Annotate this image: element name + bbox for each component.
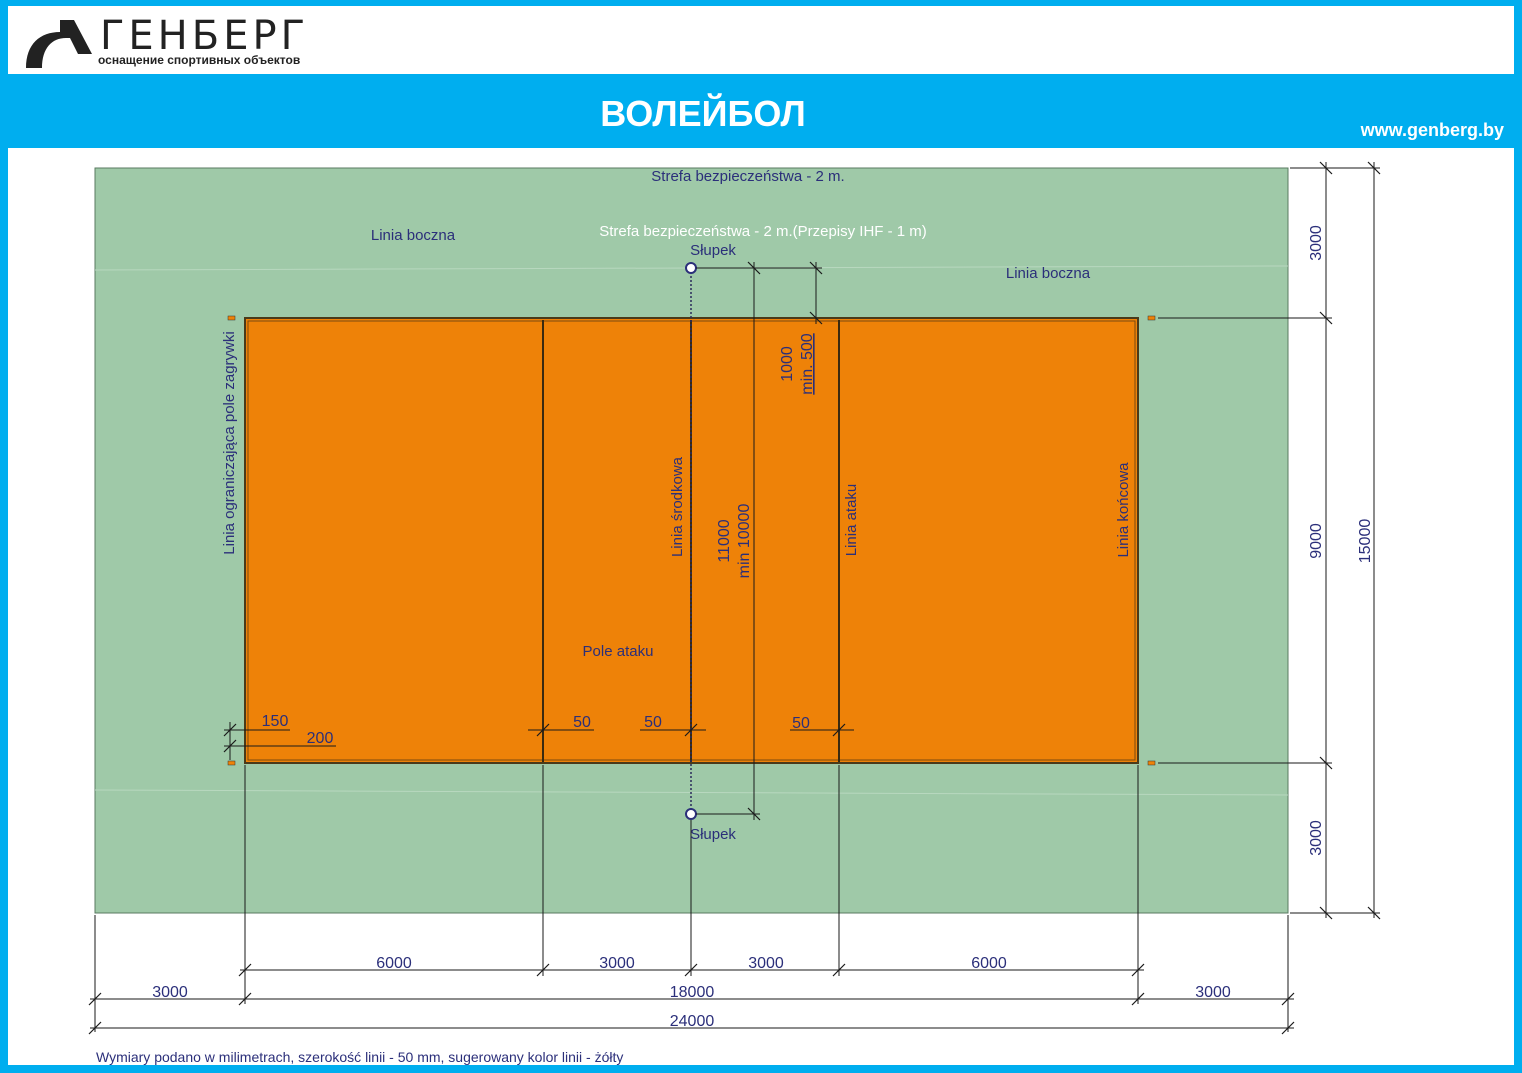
dim-net-length: 11000: [716, 519, 733, 562]
dim-end-zone-left: 3000: [152, 984, 188, 1001]
title-banner: ВОЛЕЙБОЛ www.genberg.by: [8, 74, 1514, 148]
dim-court-width: 9000: [1308, 523, 1325, 559]
dim-net-length-min: min 10000: [736, 504, 753, 579]
dim-marker-200: 200: [307, 730, 334, 747]
service-marker: [1147, 760, 1156, 766]
post-top-icon: [685, 262, 697, 274]
dim-post-offset: 1000: [779, 346, 796, 382]
label-service-zone-line: Linia ograniczająca pole zagrywki: [221, 331, 238, 554]
label-attack-zone: Pole ataku: [583, 643, 654, 660]
dim-line-width: 50: [792, 715, 810, 732]
dim-top-band: 3000: [1308, 225, 1325, 261]
dim-seg-3000-right: 3000: [748, 955, 784, 972]
service-marker: [227, 760, 236, 766]
dim-line-width: 50: [573, 714, 591, 731]
service-marker: [1147, 315, 1156, 321]
label-end-line: Linia końcowa: [1115, 462, 1132, 558]
service-marker: [227, 315, 236, 321]
dim-seg-6000-right: 6000: [971, 955, 1007, 972]
page-title: ВОЛЕЙБОЛ: [600, 93, 806, 134]
brand-name: ГЕНБЕРГ: [100, 13, 309, 59]
dim-post-offset-min: min. 500: [799, 333, 816, 394]
label-center-line: Linia środkowa: [669, 456, 686, 557]
dim-bottom-band: 3000: [1308, 820, 1325, 856]
genberg-logo-icon: [26, 20, 92, 68]
label-side-line-right: Linia boczna: [1006, 265, 1091, 282]
footnote: Wymiary podano w milimetrach, szerokość …: [96, 1049, 624, 1065]
label-side-line-left: Linia boczna: [371, 227, 456, 244]
dim-seg-3000-left: 3000: [599, 955, 635, 972]
header: [8, 6, 1514, 74]
dim-court-length: 18000: [670, 984, 715, 1001]
dim-marker-150: 150: [262, 713, 289, 730]
dim-end-zone-right: 3000: [1195, 984, 1231, 1001]
label-post-bottom: Słupek: [690, 826, 736, 843]
label-safety-zone-inner: Strefa bezpieczeństwa - 2 m.(Przepisy IH…: [599, 223, 927, 240]
website-link[interactable]: www.genberg.by: [1360, 120, 1504, 140]
label-post-top: Słupek: [690, 242, 736, 259]
label-attack-line: Linia ataku: [843, 484, 860, 557]
dim-total-length: 24000: [670, 1013, 715, 1030]
dim-total-width: 15000: [1357, 519, 1374, 564]
brand-tagline: оснащение спортивных объектов: [98, 53, 301, 67]
dim-seg-6000-left: 6000: [376, 955, 412, 972]
dim-line-width: 50: [644, 714, 662, 731]
post-bottom-icon: [685, 808, 697, 820]
label-safety-zone-outer: Strefa bezpieczeństwa - 2 m.: [651, 168, 844, 185]
